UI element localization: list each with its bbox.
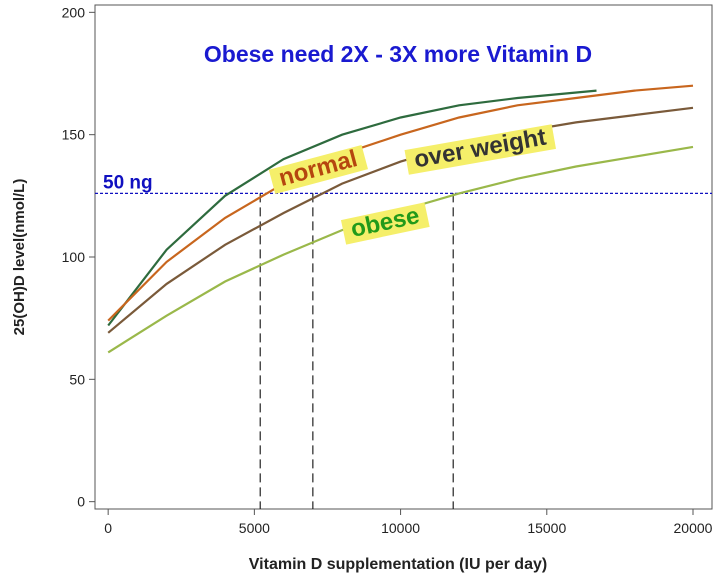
x-tick-label: 20000: [674, 520, 713, 536]
series-label: normal: [268, 144, 368, 194]
line-series: [107, 145, 694, 354]
plot-frame: [94, 4, 713, 510]
series-label: obese: [340, 202, 430, 245]
line-series: [107, 84, 694, 322]
x-tick-label: 0: [104, 520, 112, 536]
y-tick-label: 200: [62, 4, 86, 20]
line-series: [107, 89, 597, 327]
label-highlight: [340, 202, 430, 245]
x-axis-label: Vitamin D supplementation (IU per day): [249, 556, 547, 573]
series-label: over weight: [404, 124, 556, 175]
series-label-text: over weight: [412, 124, 548, 174]
y-axis-label: 25(OH)D level(nmol/L): [11, 179, 28, 336]
y-tick-label: 150: [62, 127, 86, 143]
x-tick-label: 10000: [381, 520, 420, 536]
y-tick-label: 50: [69, 371, 85, 387]
y-tick-label: 100: [62, 249, 86, 265]
reference-label: 50 ng: [103, 172, 153, 193]
chart-title: Obese need 2X - 3X more Vitamin D: [204, 41, 592, 67]
y-tick-label: 0: [77, 494, 85, 510]
x-tick-label: 5000: [239, 520, 270, 536]
label-highlight: [268, 144, 368, 194]
label-highlight: [404, 124, 556, 175]
series-label-text: normal: [276, 145, 360, 192]
x-tick-label: 15000: [527, 520, 566, 536]
series-label-text: obese: [348, 202, 421, 243]
line-series: [107, 106, 694, 334]
